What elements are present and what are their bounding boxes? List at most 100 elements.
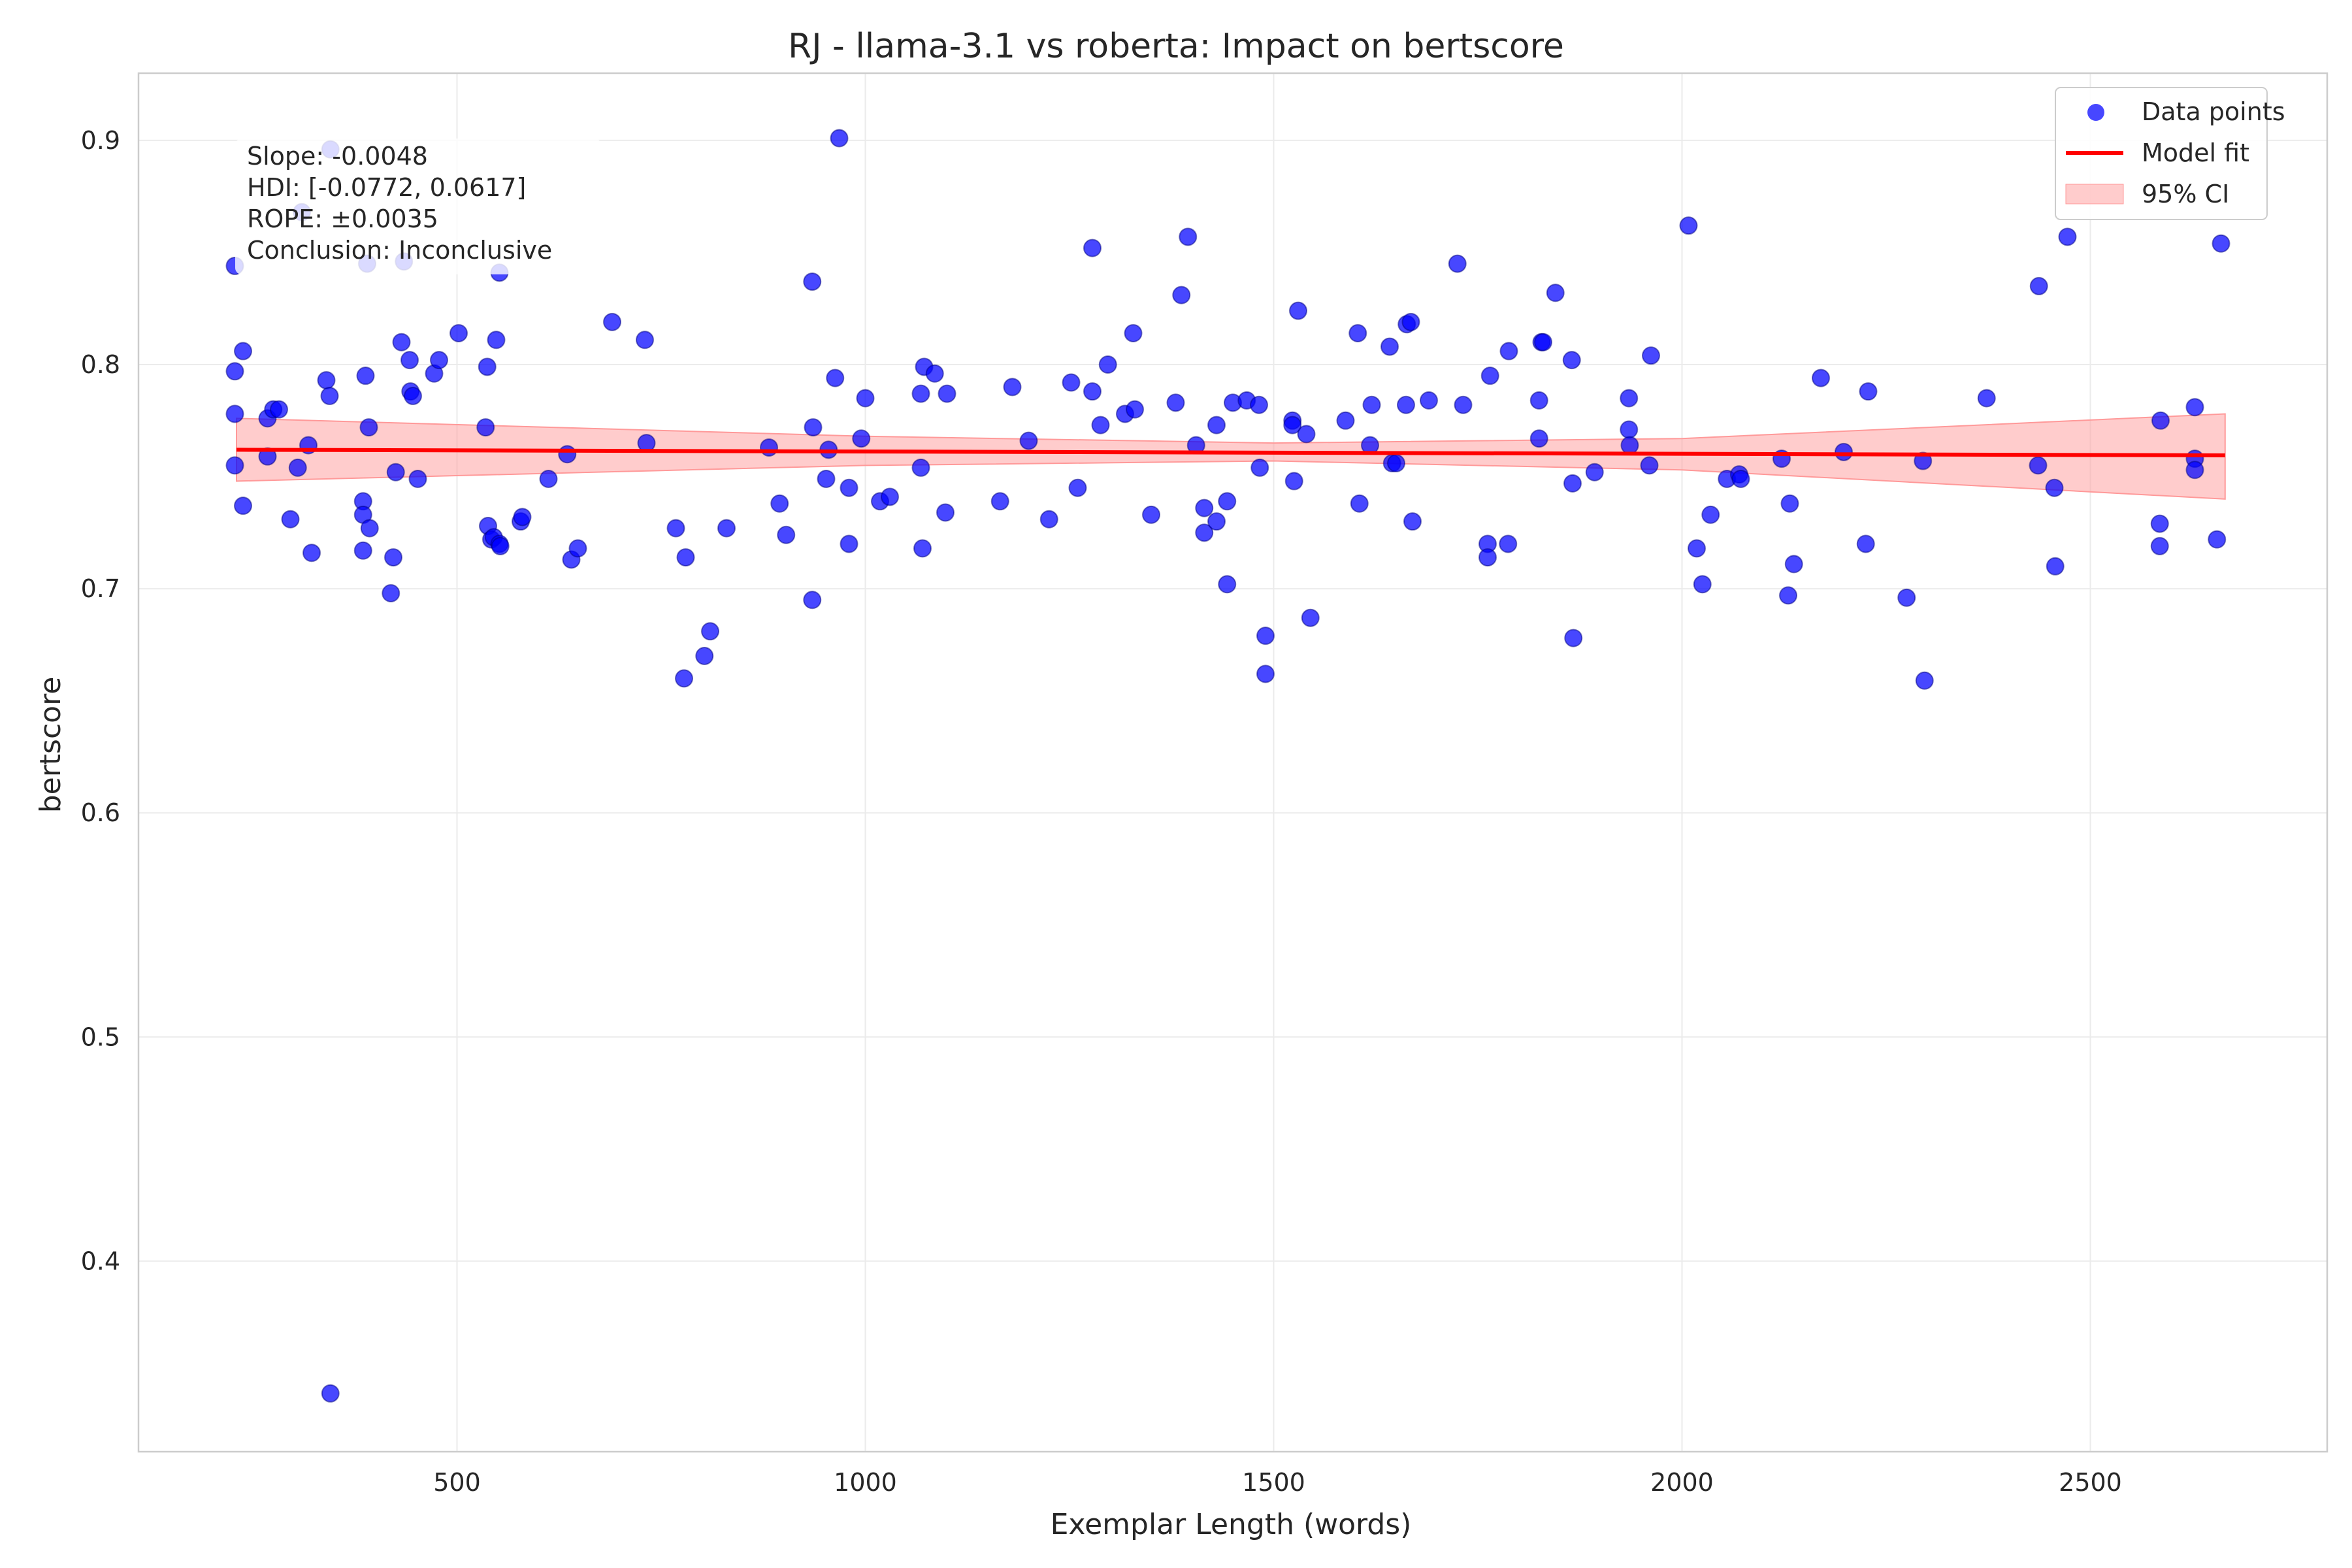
data-point [803,591,822,610]
legend-label-fit: Model fit [2142,139,2249,167]
data-point [1387,453,1405,472]
data-point [404,387,422,406]
data-point [2150,536,2169,555]
data-point [1289,301,1307,320]
data-point [1250,458,1269,477]
data-point [1529,391,1548,410]
legend-marker-points [2087,104,2104,121]
data-point [1250,395,1268,414]
data-point [1534,333,1552,351]
data-point [1283,416,1302,434]
data-point [1856,534,1875,553]
data-point [1640,456,1659,475]
plot-frame [137,72,2328,1453]
ci-band [236,413,2226,500]
data-point [1779,586,1797,605]
data-point [1693,575,1712,594]
data-point [1679,216,1698,235]
annotation-slope: Slope: -0.0048 [247,142,428,171]
data-point [803,272,822,291]
y-tick-label: 0.7 [81,574,120,603]
data-point [568,539,587,558]
data-point [1256,664,1275,683]
data-point [676,548,695,567]
data-point [817,469,836,488]
annotation-box [235,139,601,274]
data-point [1039,510,1058,529]
data-point [1546,284,1565,302]
data-point [1124,323,1143,342]
data-point [1835,442,1853,461]
data-point [225,404,244,423]
data-point [384,548,402,567]
data-point [2045,478,2064,497]
data-point [1019,431,1038,450]
data-point [476,418,495,437]
annotation-conclusion: Conclusion: Inconclusive [247,236,552,265]
data-point [1914,451,1933,470]
data-point [1068,478,1087,497]
y-tick-label: 0.5 [81,1022,120,1051]
data-point [1126,400,1144,419]
data-point [1098,355,1117,374]
data-point [400,351,419,370]
data-point [1620,436,1639,455]
data-point [913,539,932,558]
data-point [1142,505,1160,524]
data-point [2185,398,2204,417]
data-point [1499,342,1518,361]
data-point [675,669,693,688]
data-point [1336,411,1355,430]
data-point [1564,629,1583,647]
data-point [717,519,736,538]
data-point [1362,395,1381,414]
data-point [1701,505,1720,524]
data-point [478,357,497,376]
data-point [1195,498,1214,517]
data-point [1062,373,1081,392]
data-point [1784,555,1803,574]
data-point [770,494,789,513]
data-point [1207,416,1226,434]
data-point [938,384,956,403]
data-point [1499,534,1518,553]
data-point [1166,393,1185,412]
data-point [1977,389,1996,408]
data-point [760,438,778,457]
data-point [539,469,558,488]
data-point [288,458,307,477]
data-point [1403,512,1422,531]
data-point [1284,472,1303,491]
fit-line-layer [236,448,2225,457]
data-point [636,331,654,350]
legend: Data points Model fit 95% CI [2055,87,2285,220]
data-point [881,487,899,506]
data-point [302,544,321,563]
data-point [2150,514,2169,533]
legend-label-ci: 95% CI [2142,180,2229,208]
data-point [666,519,685,538]
data-point [1350,494,1369,513]
data-point [1380,337,1399,356]
data-point [487,331,506,350]
data-point [1297,425,1316,444]
x-tick-label: 2500 [2059,1468,2122,1497]
stats-annotation: Slope: -0.0048 HDI: [-0.0772, 0.0617] RO… [235,139,601,274]
data-point [936,503,955,522]
data-point [320,387,339,406]
data-point [1172,286,1191,304]
y-tick-label: 0.6 [81,798,120,827]
data-point [234,342,252,361]
data-point [1859,382,1878,401]
data-point [777,525,796,544]
data-point [1563,474,1582,493]
data-point [2185,461,2204,480]
data-point [321,1384,340,1403]
data-point [911,384,930,403]
data-point [925,364,944,383]
data-point [281,510,300,529]
data-point [1420,391,1438,410]
annotation-rope: ROPE: ±0.0035 [247,204,438,233]
data-point [2151,411,2170,430]
